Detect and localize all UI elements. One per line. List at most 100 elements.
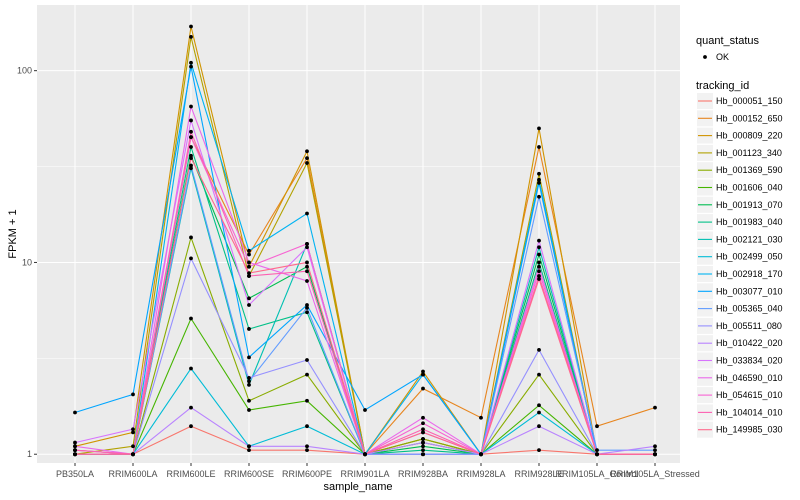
data-point <box>537 372 541 377</box>
data-point <box>537 410 541 415</box>
data-point <box>421 437 425 441</box>
data-point <box>131 427 135 432</box>
data-point <box>305 279 309 283</box>
series-legend-label: Hb_001123_340 <box>716 148 782 158</box>
data-point <box>189 24 193 29</box>
data-point <box>189 104 193 109</box>
x-tick-label: RRIM928LA <box>456 469 505 479</box>
data-point <box>421 440 425 445</box>
minor-grid <box>37 166 680 359</box>
data-point <box>595 452 599 457</box>
data-point <box>363 452 367 457</box>
data-point <box>73 440 77 445</box>
data-point <box>247 355 251 360</box>
data-point <box>189 34 193 39</box>
data-point <box>421 421 425 426</box>
data-point <box>421 430 425 435</box>
data-point <box>305 303 309 307</box>
x-tick-label: RRIM901LA <box>340 469 389 479</box>
data-point <box>247 271 251 275</box>
y-axis-title: FPKM + 1 <box>7 209 19 258</box>
data-point <box>363 408 367 412</box>
data-point <box>537 264 541 269</box>
y-tick-label: 10 <box>22 257 32 267</box>
data-point <box>189 118 193 123</box>
data-point <box>537 194 541 199</box>
series-legend-label: Hb_104014_010 <box>716 407 783 417</box>
x-tick-label: RRIM600SE <box>224 469 274 479</box>
data-point <box>189 366 193 371</box>
data-point <box>305 156 309 161</box>
data-point <box>305 444 309 449</box>
x-axis: PB350LA RRIM600LA RRIM600LE RRIM600SE RRIM60… <box>56 463 700 479</box>
data-point <box>247 296 251 301</box>
data-point <box>537 260 541 265</box>
series-legend-label: Hb_005365_040 <box>716 304 783 314</box>
data-point <box>189 256 193 261</box>
data-point <box>189 156 193 161</box>
data-point <box>479 452 483 457</box>
data-point <box>305 241 309 246</box>
data-point <box>305 269 309 274</box>
data-point <box>421 427 425 432</box>
data-point <box>305 161 309 165</box>
data-point <box>537 171 541 176</box>
series-legend-label: Hb_005511_080 <box>716 321 782 331</box>
data-point <box>421 372 425 377</box>
data-point <box>305 211 309 216</box>
x-tick-label: RRIM928LE <box>514 469 563 479</box>
y-axis: 1 10 100 <box>17 66 37 459</box>
data-point <box>305 424 309 429</box>
data-point <box>479 415 483 420</box>
x-tick-label: PB350LA <box>56 469 94 479</box>
data-point <box>131 452 135 457</box>
data-point <box>421 444 425 449</box>
data-point <box>537 403 541 408</box>
point-legend-title: quant_status <box>696 35 759 47</box>
x-axis-title: sample_name <box>323 481 392 493</box>
data-point <box>653 448 657 453</box>
data-point <box>537 126 541 131</box>
data-point <box>537 424 541 429</box>
data-point <box>247 303 251 307</box>
series-legend-label: Hb_033834_020 <box>716 356 783 366</box>
data-point <box>537 145 541 149</box>
data-point <box>189 163 193 168</box>
data-point <box>305 149 309 154</box>
x-tick-label: RRIM600LE <box>166 469 215 479</box>
x-tick-label: RRIM600LA <box>108 469 157 479</box>
data-point <box>247 444 251 449</box>
data-point <box>537 277 541 281</box>
data-point <box>537 347 541 352</box>
data-point <box>653 444 657 449</box>
series-points <box>73 24 657 457</box>
series-legend-label: Hb_010422_020 <box>716 338 783 348</box>
data-point <box>305 448 309 453</box>
data-point <box>421 448 425 453</box>
data-point <box>189 405 193 410</box>
series-legend-label: Hb_003077_010 <box>716 286 783 296</box>
data-point <box>189 135 193 140</box>
data-point <box>305 372 309 377</box>
data-point <box>73 410 77 415</box>
series-legend-label: Hb_149985_030 <box>716 425 783 435</box>
data-point <box>305 264 309 269</box>
series-legend-label: Hb_000051_150 <box>716 96 783 106</box>
data-point <box>537 274 541 278</box>
data-point <box>247 252 251 257</box>
data-point <box>247 382 251 387</box>
data-point <box>247 260 251 265</box>
legend: quant_status OK tracking_id Hb_000051_15… <box>696 35 783 438</box>
series-legend-label: Hb_000152_650 <box>716 113 783 123</box>
data-point <box>247 248 251 253</box>
x-tick-label: RRIM105LA_Control <box>555 469 638 479</box>
series-legend-label: Hb_001369_590 <box>716 165 783 175</box>
data-point <box>73 448 77 453</box>
series-legend-label: Hb_002121_030 <box>716 234 783 244</box>
series-legend-label: Hb_000809_220 <box>716 131 783 141</box>
data-point <box>189 60 193 65</box>
data-point <box>189 424 193 429</box>
data-point <box>247 376 251 380</box>
series-legend-items: Hb_000051_150 Hb_000152_650 Hb_000809_220 H… <box>697 93 783 438</box>
data-point <box>189 166 193 171</box>
